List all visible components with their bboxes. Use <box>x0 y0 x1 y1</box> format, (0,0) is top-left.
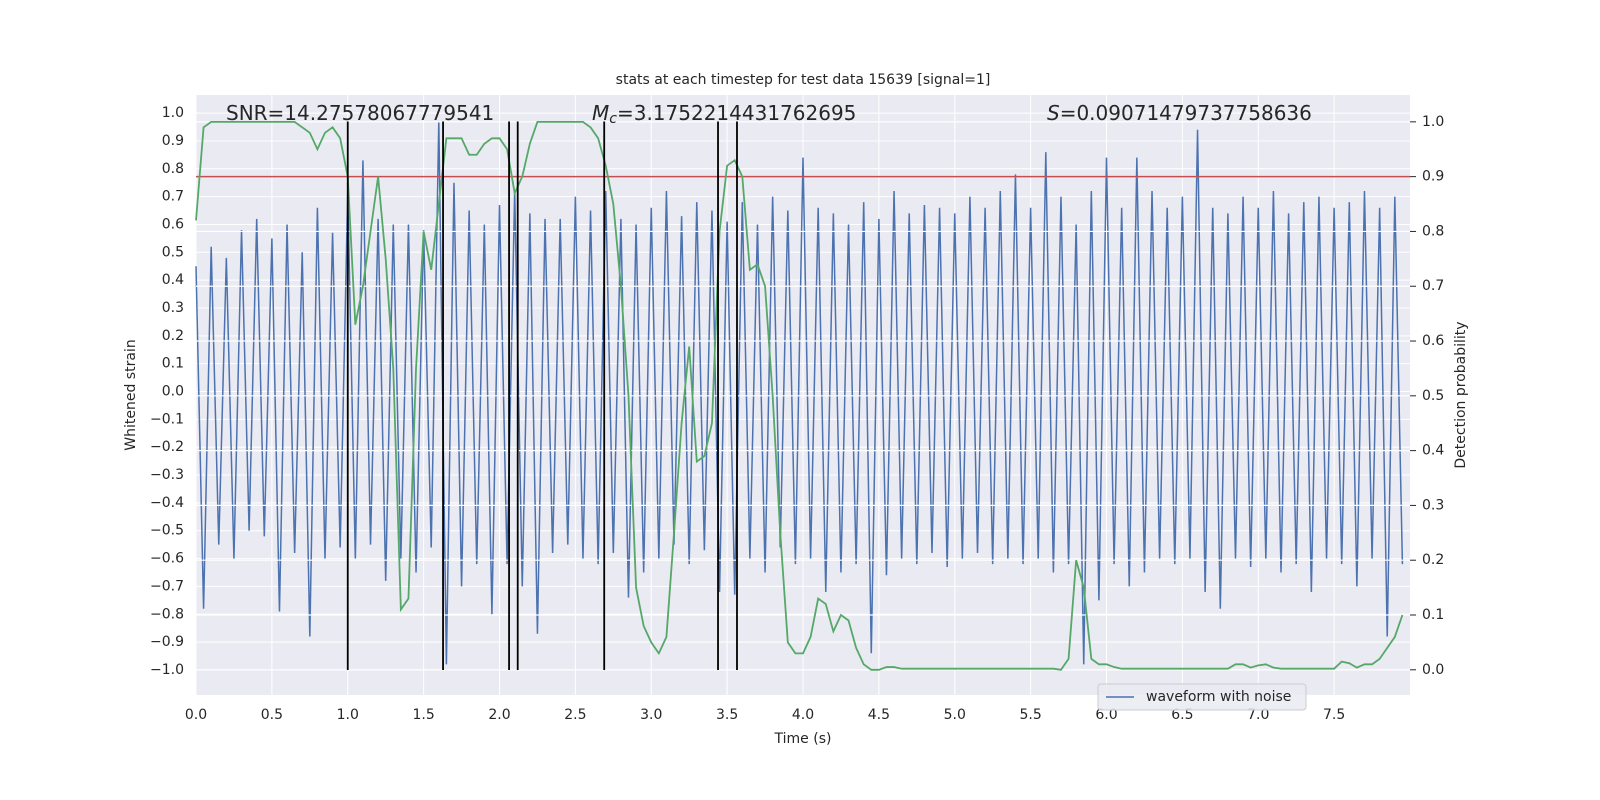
annotation-symbol: M <box>592 101 609 125</box>
y-tick-label: 0.8 <box>162 161 184 177</box>
x-tick-label: 1.5 <box>412 707 434 723</box>
y2-tick-label: 0.0 <box>1422 662 1444 678</box>
y-tick-label: −0.3 <box>150 467 184 483</box>
y-tick-label: 1.0 <box>162 105 184 121</box>
y2-tick-label: 0.7 <box>1422 278 1444 294</box>
annotation: SNR=14.27578067779541 <box>226 101 494 125</box>
x-tick-label: 0.5 <box>261 707 283 723</box>
x-tick-label: 1.0 <box>337 707 359 723</box>
y-tick-label: −0.1 <box>150 411 184 427</box>
x-tick-label: 3.0 <box>640 707 662 723</box>
annotation-text: =3.1752214431762695 <box>617 101 856 125</box>
y2-tick-label: 0.3 <box>1422 497 1444 513</box>
x-axis-label: Time (s) <box>774 731 832 747</box>
y-tick-label: −0.7 <box>150 578 184 594</box>
x-tick-label: 5.5 <box>1019 707 1041 723</box>
y-tick-label: 0.2 <box>162 328 184 344</box>
x-tick-label: 2.0 <box>488 707 510 723</box>
y2-axis-label: Detection probability <box>1453 321 1469 468</box>
annotation-subscript: c <box>609 111 617 127</box>
x-tick-label: 0.0 <box>185 707 207 723</box>
y-tick-label: 0.5 <box>162 244 184 260</box>
y-tick-label: 0.4 <box>162 272 184 288</box>
y-tick-label: −0.5 <box>150 523 184 539</box>
y2-tick-label: 0.6 <box>1422 333 1444 349</box>
plot-layer <box>195 120 1410 671</box>
annotation: Mc=3.1752214431762695 <box>592 101 856 128</box>
annotation: S=0.09071479737758636 <box>1047 101 1312 125</box>
y-tick-label: −0.8 <box>150 606 184 622</box>
waveform-line <box>195 121 1404 665</box>
y-tick-label: 0.9 <box>162 133 184 149</box>
x-tick-label: 4.0 <box>792 707 814 723</box>
y2-tick-label: 0.2 <box>1422 552 1444 568</box>
x-tick-label: 7.0 <box>1247 707 1269 723</box>
probability-line <box>195 120 1404 671</box>
y-tick-label: −0.9 <box>150 634 184 650</box>
y2-tick-label: 0.8 <box>1422 223 1444 239</box>
x-tick-label: 2.5 <box>564 707 586 723</box>
y-tick-label: −0.6 <box>150 551 184 567</box>
y-tick-label: 0.3 <box>162 300 184 316</box>
legend-label: waveform with noise <box>1146 689 1291 705</box>
chart-title: stats at each timestep for test data 156… <box>616 72 991 88</box>
x-tick-label: 4.5 <box>868 707 890 723</box>
y-tick-label: −1.0 <box>150 662 184 678</box>
x-tick-label: 3.5 <box>716 707 738 723</box>
y-axis-label: Whitened strain <box>123 339 139 450</box>
y-tick-label: 0.1 <box>162 356 184 372</box>
annotation-symbol: S <box>1047 101 1060 125</box>
legend-box <box>1097 683 1307 711</box>
y-tick-label: −0.4 <box>150 495 184 511</box>
y2-tick-label: 0.4 <box>1422 443 1444 459</box>
x-tick-label: 7.5 <box>1323 707 1345 723</box>
x-tick-label: 6.5 <box>1171 707 1193 723</box>
annotation-text: =0.09071479737758636 <box>1060 101 1312 125</box>
y2-tick-label: 0.1 <box>1422 607 1444 623</box>
y2-tick-label: 0.9 <box>1422 169 1444 185</box>
annotation-text: SNR=14.27578067779541 <box>226 101 494 125</box>
x-tick-label: 6.0 <box>1095 707 1117 723</box>
x-tick-label: 5.0 <box>944 707 966 723</box>
y-tick-label: 0.0 <box>162 384 184 400</box>
y2-tick-label: 0.5 <box>1422 388 1444 404</box>
y2-tick-label: 1.0 <box>1422 114 1444 130</box>
y-tick-label: 0.7 <box>162 189 184 205</box>
y-tick-label: 0.6 <box>162 216 184 232</box>
y-tick-label: −0.2 <box>150 439 184 455</box>
